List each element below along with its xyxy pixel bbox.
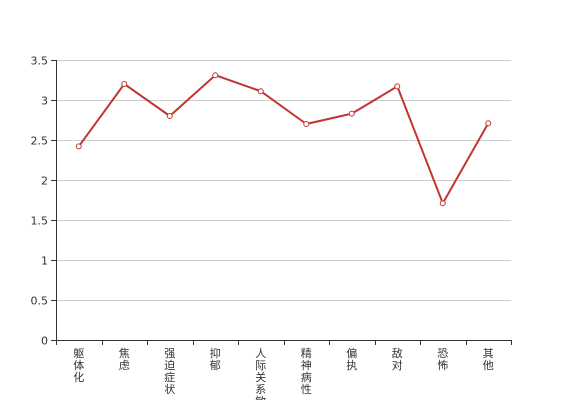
x-axis: 躯体化 焦虑 强迫症状 抑郁 人际关系敏感 精神病性 偏执 敌对 恐怖 其他 (56, 340, 512, 400)
x-tick-label: 人际关系敏感 (255, 347, 266, 400)
y-tick-label: 0.5 (31, 295, 49, 308)
series-group (75, 72, 492, 207)
data-point (75, 143, 82, 150)
y-tick-label: 3 (41, 95, 48, 108)
y-tick-label: 1 (41, 255, 48, 268)
x-tick-label: 敌对 (392, 346, 403, 372)
x-tick-label: 强迫症状 (164, 347, 175, 396)
y-tick-label: 2 (41, 175, 48, 188)
data-point (394, 83, 401, 90)
x-tick-label: 恐怖 (437, 347, 448, 372)
series-line (77, 74, 490, 205)
y-tick-label: 3.5 (31, 55, 49, 68)
data-point (303, 121, 310, 127)
x-tick-label: 其他 (483, 347, 494, 372)
y-tick-label: 0 (41, 335, 48, 348)
x-tick-label: 精神病性 (301, 347, 312, 396)
x-tick-label: 躯体化 (73, 347, 84, 384)
y-axis: 0 0.5 1 1.5 2 2.5 3 3.5 (31, 55, 57, 348)
x-tick-label: 焦虑 (119, 347, 130, 372)
gridlines (56, 60, 511, 301)
y-tick-label: 2.5 (31, 135, 49, 148)
data-point (485, 120, 492, 127)
y-tick-label: 1.5 (31, 215, 49, 228)
data-point (348, 110, 355, 117)
data-point (166, 113, 173, 119)
data-point (121, 81, 128, 87)
x-tick-label: 抑郁 (210, 346, 221, 372)
data-point (257, 88, 264, 95)
x-tick-label: 偏执 (346, 346, 357, 372)
data-point (212, 72, 219, 79)
data-point (439, 200, 446, 207)
